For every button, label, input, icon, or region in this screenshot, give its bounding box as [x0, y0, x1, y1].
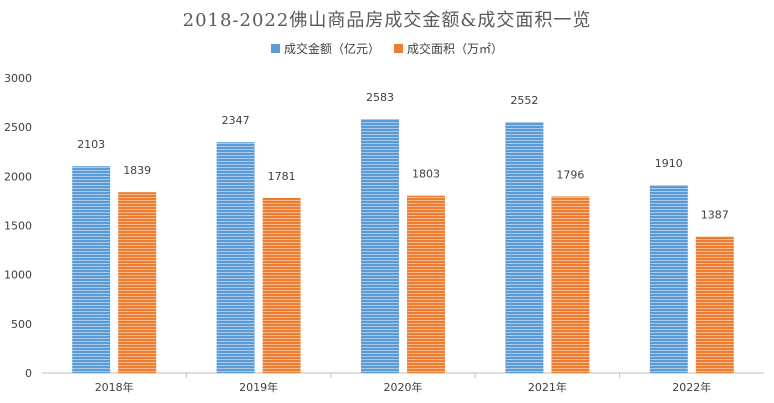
- y-tick-label: 2500: [4, 121, 32, 134]
- data-label: 1839: [123, 164, 151, 177]
- y-tick-label: 500: [11, 318, 32, 331]
- bar-area: [262, 197, 301, 373]
- bar-area: [551, 196, 590, 373]
- y-tick-label: 2000: [4, 170, 32, 183]
- data-label: 1910: [655, 157, 683, 170]
- legend-item-area: 成交面积（万㎡）: [394, 40, 503, 57]
- legend-swatch-area: [394, 44, 403, 53]
- y-tick-label: 1500: [4, 220, 32, 233]
- legend-item-amount: 成交金额（亿元）: [270, 40, 380, 57]
- y-tick-label: 1000: [4, 269, 32, 282]
- legend-swatch-amount: [270, 44, 280, 53]
- chart-title: 2018-2022佛山商品房成交金额&成交面积一览: [182, 10, 592, 31]
- data-label: 2103: [77, 138, 105, 151]
- x-tick-label: 2019年: [239, 380, 278, 394]
- legend-label-area: 成交面积（万㎡）: [407, 42, 504, 56]
- data-label: 1803: [412, 168, 440, 181]
- bar-amount: [216, 142, 255, 373]
- x-tick-label: 2018年: [95, 380, 134, 394]
- x-tick-label: 2022年: [672, 380, 711, 394]
- data-label: 1387: [701, 209, 729, 222]
- data-label: 2583: [366, 91, 394, 104]
- bar-area: [118, 192, 157, 373]
- data-label: 2347: [222, 114, 250, 127]
- data-label: 1781: [268, 170, 296, 183]
- bar-area: [407, 195, 445, 373]
- bar-amount: [361, 119, 399, 373]
- bar-amount: [649, 185, 688, 373]
- y-tick-label: 0: [25, 367, 32, 380]
- bar-amount: [72, 166, 111, 373]
- data-label: 1796: [556, 168, 584, 181]
- legend-label-amount: 成交金额（亿元）: [283, 42, 380, 56]
- bar-area: [695, 236, 734, 373]
- x-tick-label: 2021年: [528, 380, 567, 394]
- chart-legend: 成交金额（亿元） 成交面积（万㎡）: [0, 40, 774, 57]
- bar-amount: [505, 122, 544, 373]
- data-label: 2552: [510, 94, 538, 107]
- x-tick-label: 2020年: [384, 380, 423, 394]
- y-tick-label: 3000: [4, 72, 32, 85]
